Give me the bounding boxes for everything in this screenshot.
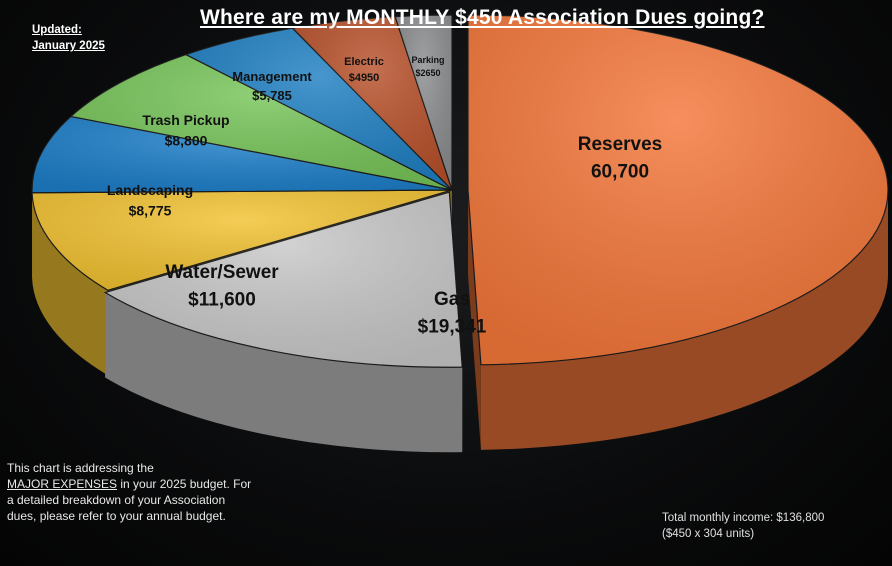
- slice-shade-2: [32, 190, 452, 291]
- note-emphasis: MAJOR EXPENSES: [7, 477, 118, 491]
- income-formula: ($450 x 304 units): [662, 528, 755, 540]
- slice-label-name-1: Gas: [434, 289, 470, 310]
- updated-value: January 2025: [32, 40, 105, 52]
- slice-label-value-7: $2650: [415, 68, 440, 78]
- slice-label-value-2: $11,600: [188, 290, 256, 311]
- slice-label-value-1: $19,341: [418, 317, 487, 338]
- slice-label-name-2: Water/Sewer: [165, 262, 279, 283]
- slice-label-name-5: Management: [232, 69, 312, 84]
- chart-title: Where are my MONTHLY $450 Association Du…: [200, 6, 765, 29]
- slice-shade-6: [292, 16, 452, 190]
- note-text-2: in your 2025 budget. For a detailed brea…: [7, 477, 252, 523]
- slice-label-value-0: 60,700: [591, 162, 649, 183]
- slice-shade-1: [105, 192, 463, 368]
- slice-side-2: [32, 192, 108, 376]
- pie-labels: Reserves 60,700 Gas $19,341 Water/Sewer $11,6…: [107, 55, 662, 338]
- slice-label-name-4: Trash Pickup: [142, 112, 229, 128]
- slice-label-value-3: $8,775: [129, 202, 172, 218]
- slice-shade-3: [31, 116, 452, 193]
- slice-shade-7: [395, 15, 452, 190]
- slice-label-name-6: Electric: [344, 56, 384, 68]
- slice-shade-0: [467, 14, 888, 365]
- slice-label-value-4: $8,800: [165, 132, 208, 148]
- updated-label: Updated:: [32, 24, 82, 36]
- slice-label-value-6: $4950: [349, 72, 380, 84]
- slice-label-value-5: $5,785: [252, 88, 292, 103]
- slice-label-name-0: Reserves: [578, 134, 663, 155]
- slice-shade-4: [70, 54, 453, 190]
- slice-label-name-7: Parking: [411, 55, 444, 65]
- income-summary: Total monthly income: $136,800 ($450 x 3…: [662, 510, 824, 542]
- updated-date: Updated: January 2025: [32, 22, 105, 54]
- slice-shade-5: [185, 28, 453, 190]
- slice-cut-0-1: [467, 189, 481, 450]
- note-text-1: This chart is addressing the: [7, 461, 154, 475]
- income-total: Total monthly income: $136,800: [662, 512, 825, 524]
- slice-side-0: [480, 189, 888, 450]
- pie-tops: [31, 14, 889, 368]
- slice-label-name-3: Landscaping: [107, 182, 193, 198]
- chart-note: This chart is addressing the MAJOR EXPEN…: [7, 460, 257, 524]
- slice-side-1: [105, 292, 463, 453]
